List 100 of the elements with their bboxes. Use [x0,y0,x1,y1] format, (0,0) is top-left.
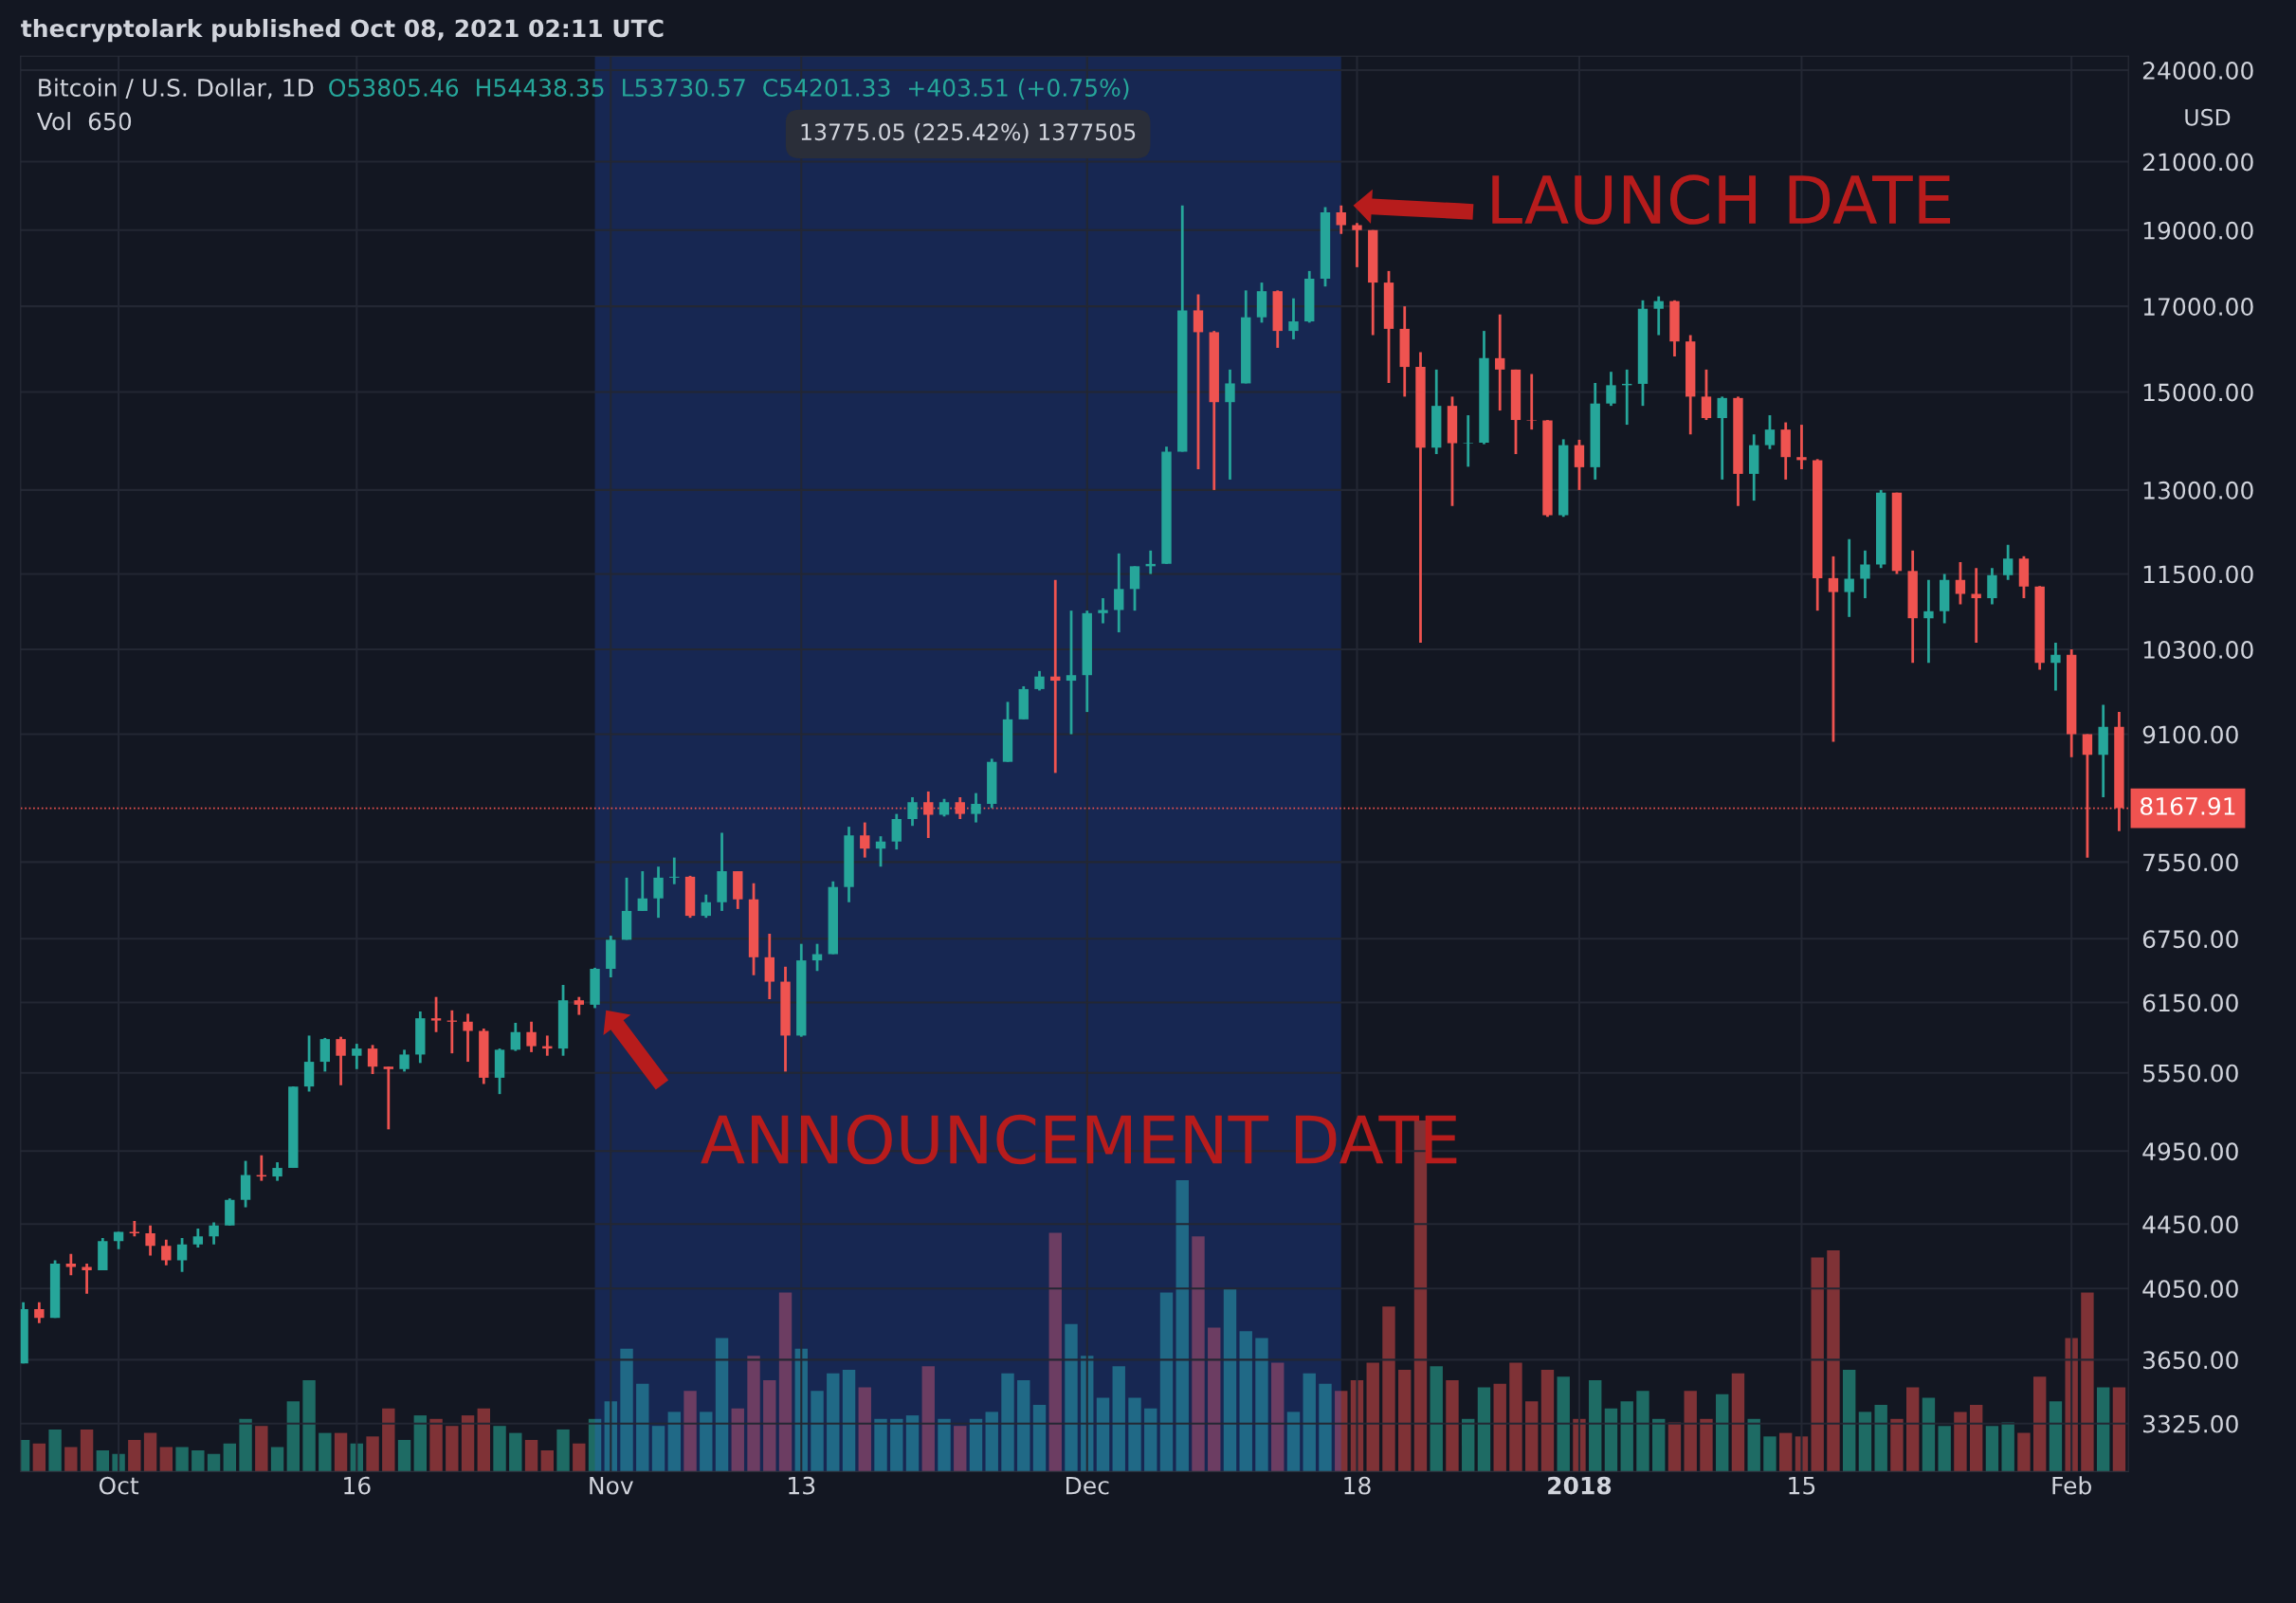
candlestick [1653,295,1664,337]
bar [334,1432,348,1472]
candlestick [319,1036,331,1073]
bar [921,1366,935,1472]
bar [1239,1331,1252,1472]
bar [651,1426,665,1472]
y-tick-label: 9100.00 [2142,725,2238,744]
y-tick-label: 4450.00 [2142,1215,2238,1234]
y-tick-label: 3325.00 [2142,1414,2238,1433]
candlestick [399,1047,410,1073]
y-tick-label: 10300.00 [2143,641,2253,659]
bar [80,1429,94,1472]
bar [1001,1373,1014,1472]
candlestick [1463,413,1473,468]
bar [2017,1432,2031,1472]
candlestick [510,1021,520,1053]
bar [556,1429,570,1472]
bar [223,1443,237,1472]
bar [573,1443,586,1472]
y-tick-label: 21000.00 [2142,153,2253,172]
bar [2081,1292,2094,1472]
bar [1667,1422,1682,1472]
bar [683,1391,697,1472]
bar [1446,1380,1459,1472]
candlestick [971,792,981,824]
candlestick [669,856,680,886]
candlestick [367,1043,378,1076]
bar [1540,1369,1555,1472]
x-tick-label: Dec [1066,1476,1109,1495]
candlestick [1066,609,1077,736]
bar [2049,1401,2063,1472]
candlestick [161,1238,172,1267]
bar [319,1432,332,1472]
bar [1636,1391,1649,1472]
candlestick [209,1221,219,1247]
y-tick-label: 17000.00 [2143,298,2253,316]
candlestick [1098,596,1108,625]
y-tick-label: 11500.00 [2143,565,2253,584]
bar [366,1436,379,1472]
bar [985,1412,998,1472]
bar [48,1429,62,1472]
candlestick [1717,394,1727,482]
y-tick-label: 6150.00 [2142,993,2238,1012]
bar [715,1338,729,1472]
bar [1223,1288,1237,1472]
candlestick [192,1227,204,1249]
candlestick [1526,373,1537,431]
bar [811,1391,824,1472]
y-tick-label: 13000.00 [2143,481,2253,500]
candlestick [2002,543,2014,582]
bar [1557,1376,1570,1472]
bar [270,1447,284,1472]
band-label: 13775.05 (225.42%) 1377505 [801,122,1136,143]
bar [255,1426,268,1472]
candlestick [1860,549,1870,600]
bar [1462,1418,1475,1472]
candlestick [1971,566,1981,645]
bar [588,1418,602,1472]
bar [1032,1404,1047,1472]
y-tick-label: 3650.00 [2142,1351,2238,1370]
bar [858,1387,871,1472]
candlestick [891,812,902,851]
bar [1954,1412,1967,1472]
candlestick [1495,313,1505,412]
candlestick [34,1301,45,1325]
bar [890,1418,903,1472]
candlestick [875,834,886,868]
bar [191,1450,205,1472]
bar [1700,1418,1713,1472]
bar [1192,1236,1205,1472]
bar [1716,1394,1729,1472]
bar [128,1440,141,1472]
bar [1525,1401,1539,1472]
bar [1017,1380,1030,1472]
bar [1652,1418,1666,1472]
bar [1255,1338,1268,1472]
y-tick-label: 7550.00 [2143,853,2238,872]
text: thecryptolark published Oct 08, 2021 02:11 UTC [21,18,664,43]
x-tick-label: 18 [1344,1476,1371,1495]
candlestick [1955,560,1966,606]
candlestick [352,1042,362,1071]
bar [1938,1426,1951,1472]
bar [1827,1250,1840,1472]
y-axis-title: USD [2185,108,2231,126]
bar [1747,1418,1760,1472]
bar [2112,1387,2126,1472]
candlestick [1923,578,1934,665]
bar [446,1426,459,1472]
candlestick [430,995,442,1034]
y-tick-label: 5550.00 [2143,1064,2238,1083]
candlestick [860,821,870,860]
bar [1477,1387,1491,1472]
text: O53805.46 H54438.35 L53730.57 C54201.33 +403.51 (+0.75%) [329,78,1129,100]
bar [842,1369,856,1472]
annotation: ANNOUNCEMENT DATE [701,1114,1457,1165]
candlestick [1701,368,1712,422]
bar [1208,1327,1221,1472]
candlestick [1574,438,1585,492]
bar [731,1408,744,1472]
bar [1922,1397,1936,1472]
